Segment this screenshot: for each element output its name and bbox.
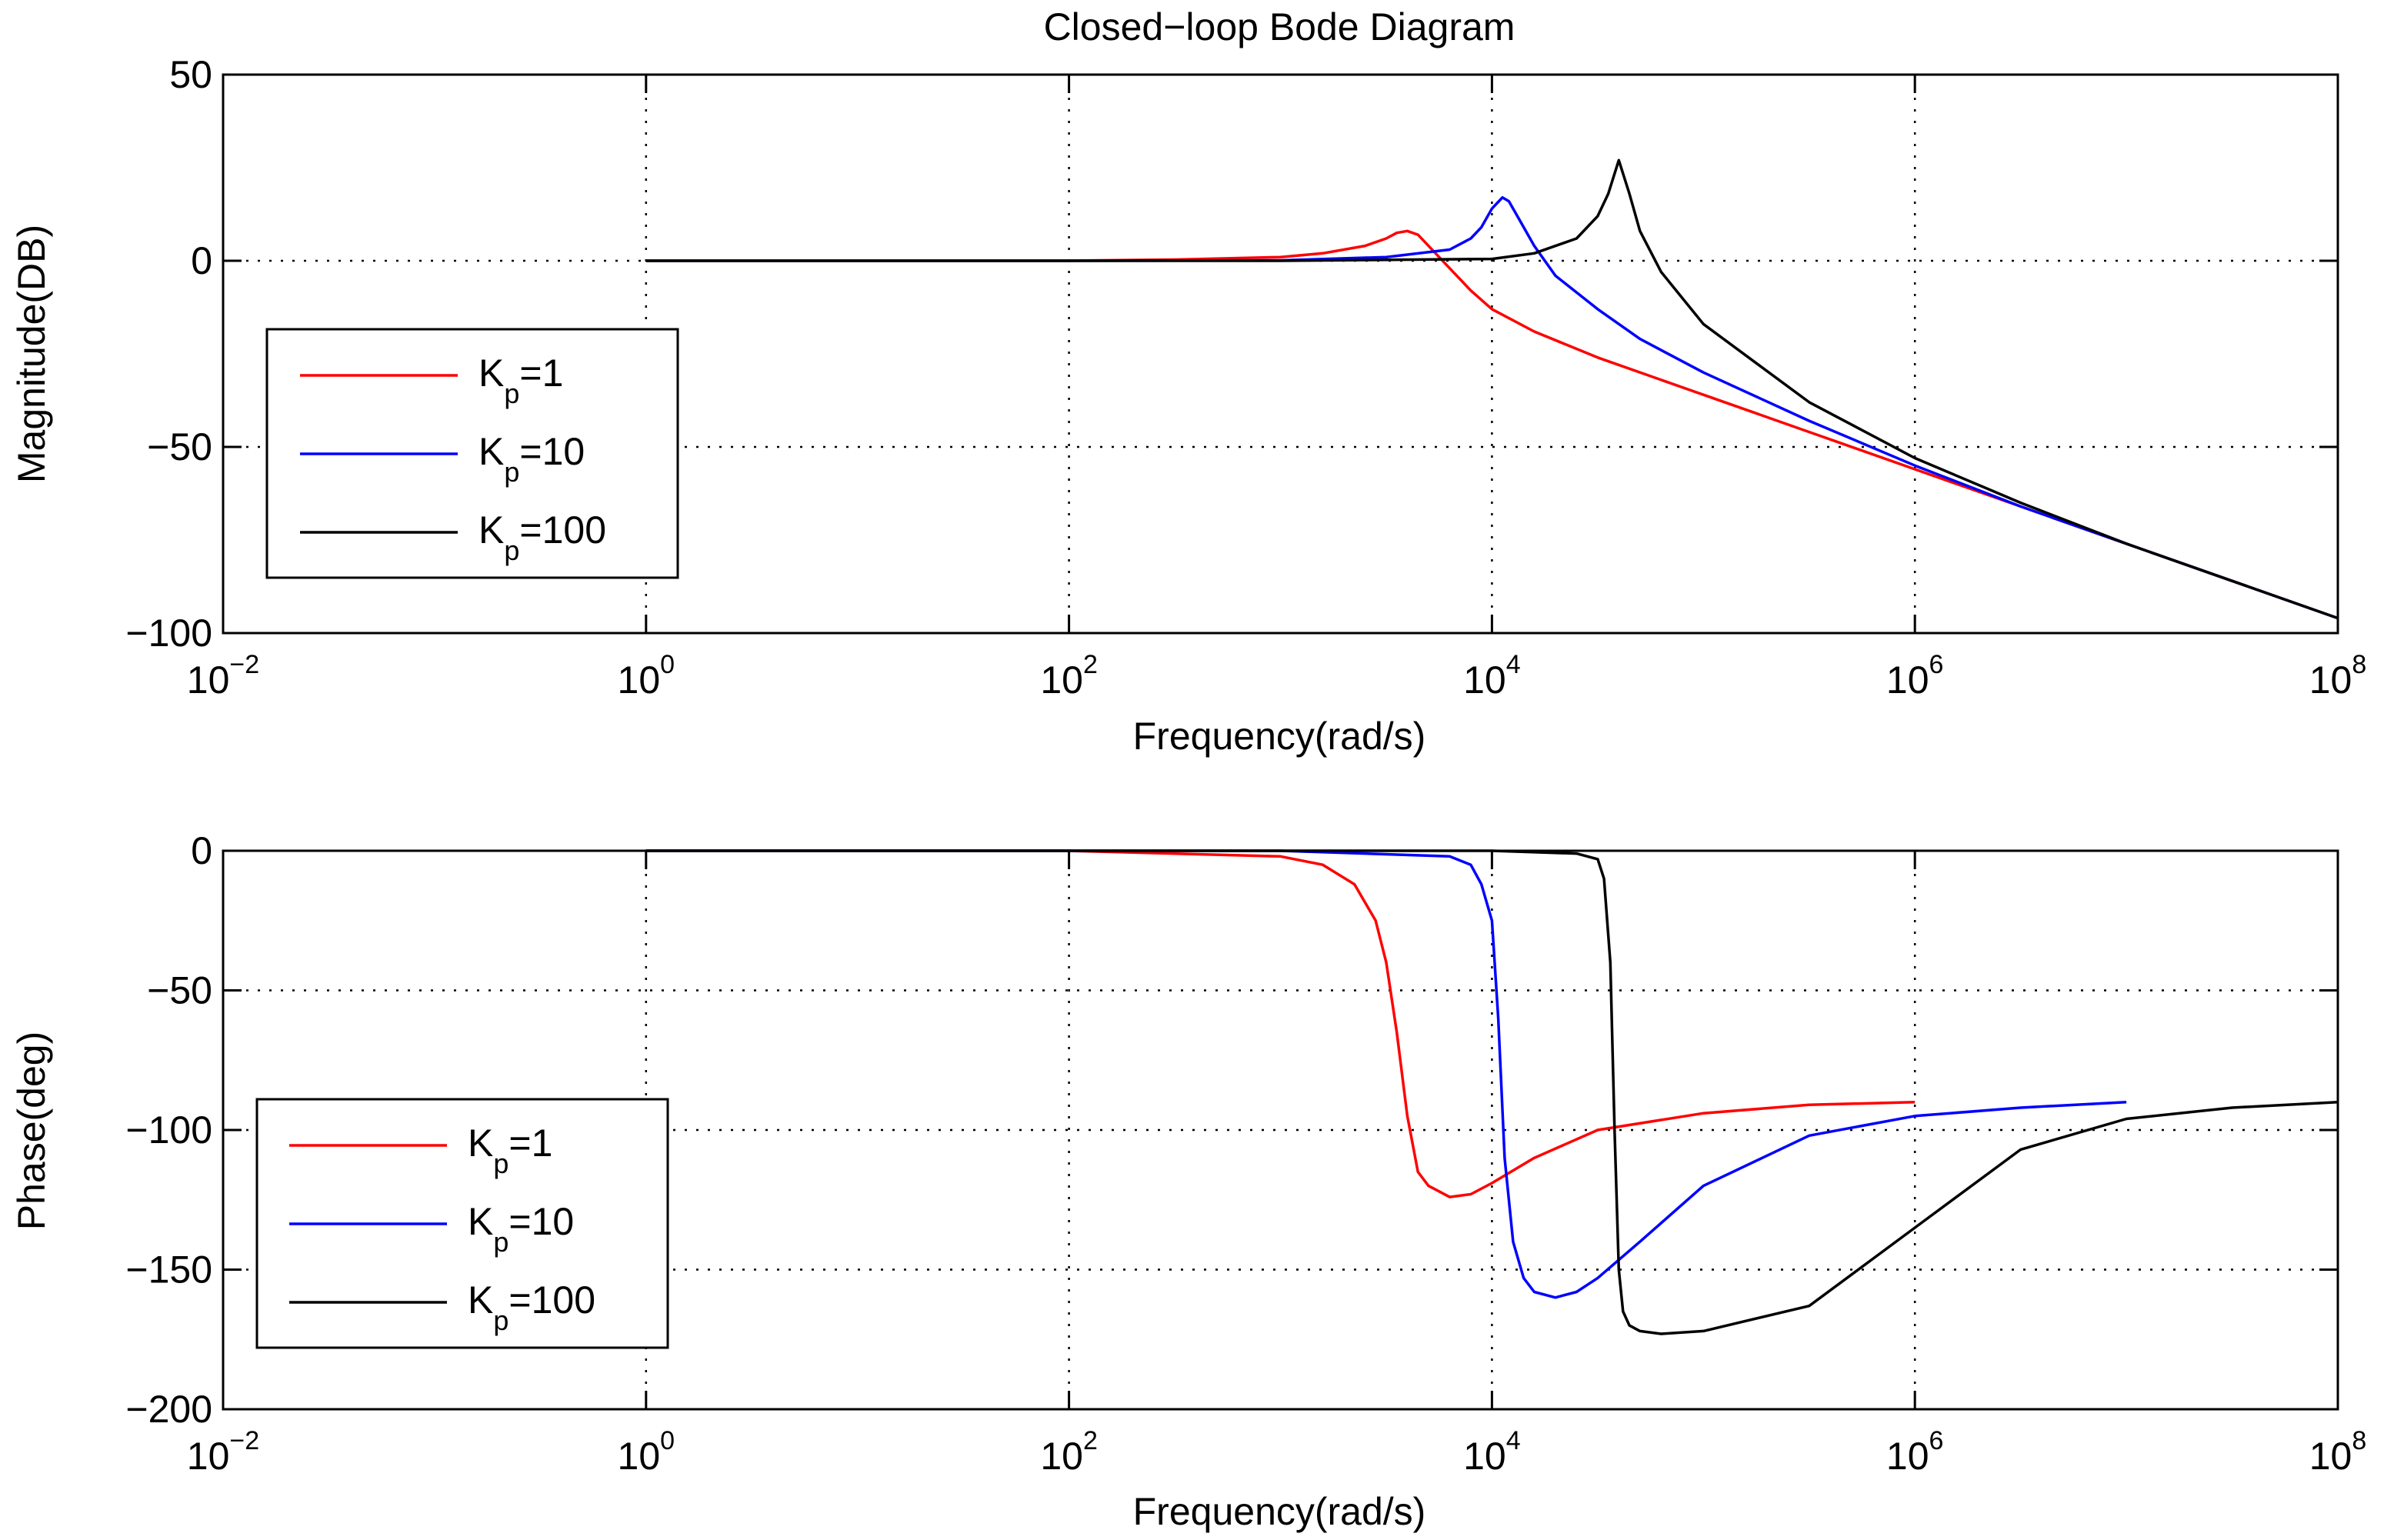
- magnitude-xlabel: Frequency(rad/s): [1133, 715, 1426, 758]
- phase-series-kp-100: [645, 849, 2339, 1335]
- phase-xtick-label: 102: [1040, 1426, 1098, 1478]
- phase-ytick-label: −100: [125, 1108, 212, 1152]
- magnitude-series-kp-10: [645, 195, 2339, 620]
- phase-plot-frame: [222, 849, 2339, 1411]
- phase-axes: 10−2 100 102 104 106 108 0 −50 −100 −150 −200 Freq…: [10, 829, 2366, 1533]
- phase-ytick-label: −150: [125, 1248, 212, 1292]
- phase-xlabel: Frequency(rad/s): [1133, 1490, 1426, 1533]
- magnitude-ytick-label: 0: [191, 239, 212, 282]
- phase-series-kp-10: [645, 849, 2127, 1299]
- magnitude-xtick-label: 102: [1040, 650, 1098, 702]
- phase-ytick-label: −50: [147, 969, 212, 1012]
- magnitude-legend: Kp=1 Kp=10 Kp=100: [265, 328, 679, 579]
- magnitude-plot-frame: [222, 73, 2339, 635]
- magnitude-xtick-label: 106: [1886, 650, 1944, 702]
- phase-series-kp-1: [645, 849, 1916, 1198]
- magnitude-legend-label: Kp=10: [478, 430, 585, 488]
- phase-ytick-label: −200: [125, 1388, 212, 1431]
- magnitude-series-kp-100: [645, 158, 2339, 620]
- magnitude-xtick-label: 108: [2309, 650, 2367, 702]
- magnitude-xtick-label: 100: [618, 650, 675, 702]
- phase-xtick-label: 108: [2309, 1426, 2367, 1478]
- magnitude-ytick-label: −100: [125, 612, 212, 655]
- magnitude-legend-label: Kp=1: [478, 352, 563, 409]
- phase-legend-label: Kp=100: [468, 1278, 595, 1336]
- phase-legend-label: Kp=10: [468, 1200, 574, 1258]
- phase-legend: Kp=1 Kp=10 Kp=100: [255, 1098, 669, 1349]
- magnitude-ytick-label: −50: [147, 425, 212, 468]
- magnitude-ytick-label: 50: [169, 53, 212, 96]
- phase-ytick-label: 0: [191, 829, 212, 872]
- magnitude-xtick-label: 104: [1463, 650, 1521, 702]
- phase-xtick-label: 106: [1886, 1426, 1944, 1478]
- phase-legend-label: Kp=1: [468, 1122, 552, 1179]
- figure-title: Closed−loop Bode Diagram: [1044, 5, 1515, 48]
- magnitude-ylabel: Magnitude(DB): [10, 225, 53, 483]
- phase-xtick-label: 104: [1463, 1426, 1521, 1478]
- magnitude-series-kp-1: [645, 229, 2339, 620]
- phase-ylabel: Phase(deg): [10, 1032, 53, 1231]
- magnitude-axes: 10−2 100 102 104 106 108 50 0 −50 −100 Frequency(…: [10, 53, 2366, 758]
- magnitude-legend-label: Kp=100: [478, 508, 606, 566]
- phase-xtick-label: 100: [618, 1426, 675, 1478]
- phase-xtick-label: 10−2: [187, 1426, 259, 1478]
- magnitude-xtick-label: 10−2: [187, 650, 259, 702]
